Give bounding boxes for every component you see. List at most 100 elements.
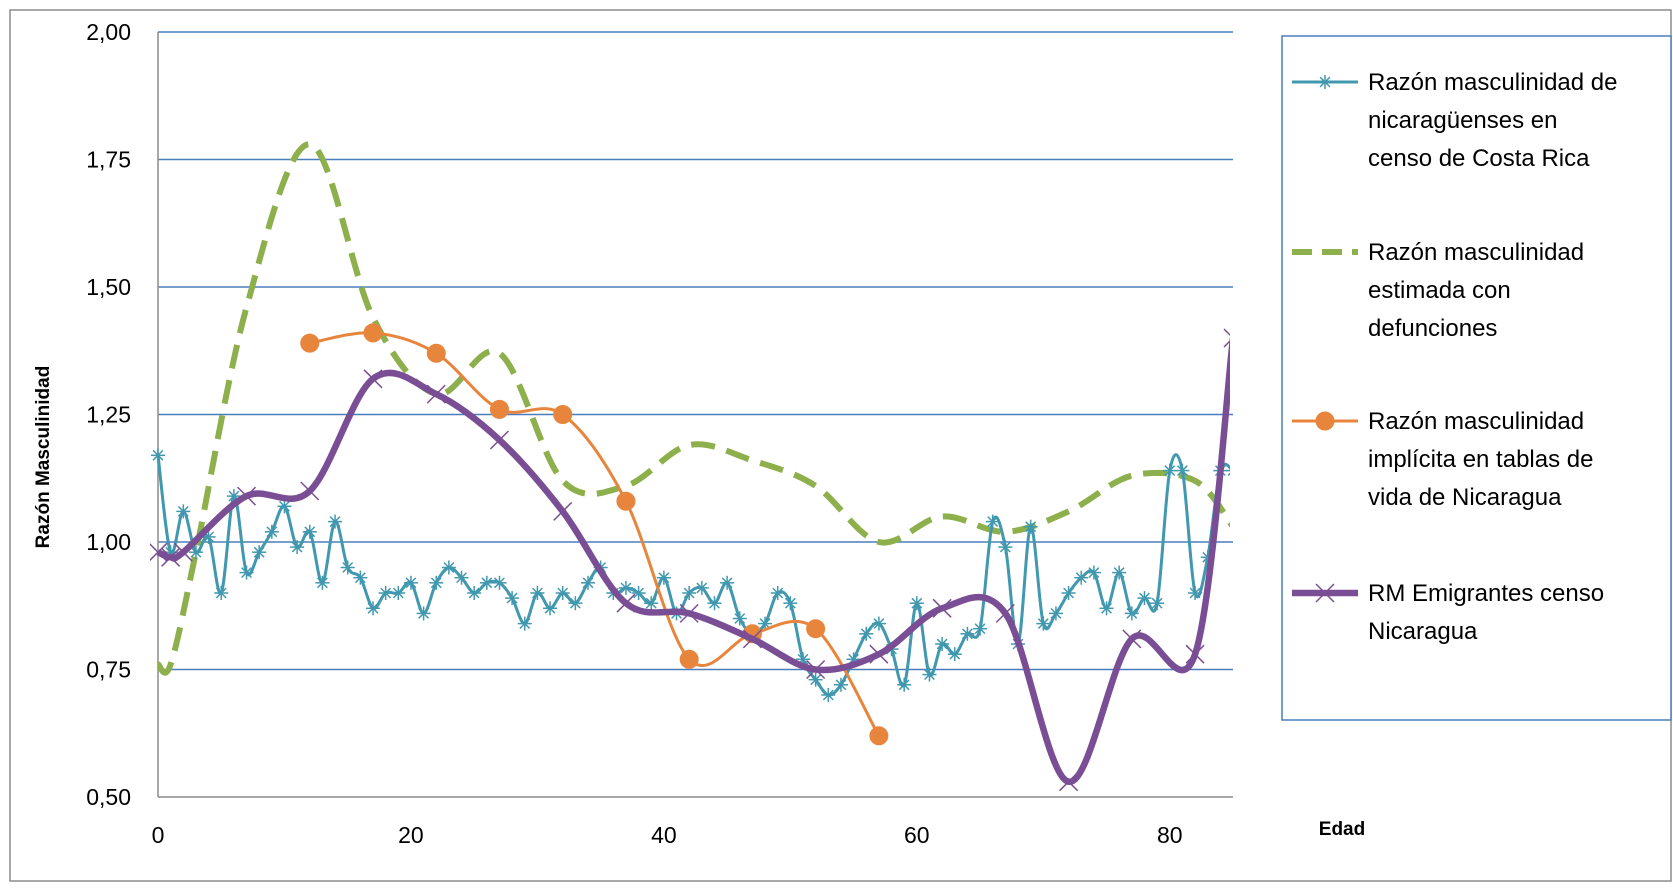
- data-point: [679, 649, 699, 669]
- y-tick-label: 1,75: [86, 147, 131, 173]
- data-point: [1112, 565, 1127, 580]
- data-point: [517, 616, 532, 631]
- data-point: [429, 575, 444, 590]
- data-point: [897, 677, 912, 692]
- data-point: [1137, 591, 1152, 606]
- data-point: [300, 333, 320, 353]
- data-point: [315, 575, 330, 590]
- data-point: [806, 619, 826, 639]
- data-point: [467, 586, 482, 600]
- y-tick-label: 1,50: [86, 274, 131, 300]
- data-point: [543, 601, 558, 616]
- axes: 0,50 0,75 1,00 1,25 1,50 1,75 2,00 0 20 40 60 80: [86, 19, 1233, 848]
- data-point: [1048, 606, 1063, 621]
- data-point: [363, 369, 383, 389]
- data-point: [947, 647, 962, 662]
- data-point: [1188, 586, 1203, 600]
- data-point: [454, 570, 469, 585]
- data-point: [353, 570, 368, 585]
- data-point: [378, 586, 393, 600]
- data-point: [783, 596, 798, 611]
- data-point: [188, 545, 203, 560]
- data-point: [236, 486, 257, 506]
- data-point: [644, 596, 659, 611]
- legend-box: [1281, 35, 1672, 721]
- data-point: [742, 629, 762, 649]
- data-point: [960, 626, 975, 641]
- y-tick-label: 0,50: [86, 784, 131, 810]
- x-tick-label: 80: [1157, 822, 1183, 848]
- data-point: [720, 575, 735, 590]
- series-2: [155, 141, 1230, 676]
- data-point: [555, 586, 570, 600]
- data-point: [922, 667, 937, 682]
- data-point: [732, 611, 747, 626]
- data-point: [770, 586, 785, 600]
- data-point: [214, 586, 229, 600]
- data-point: [935, 637, 950, 651]
- data-point: [871, 616, 886, 631]
- data-point: [568, 596, 583, 611]
- data-point: [489, 399, 509, 419]
- data-point: [631, 586, 646, 600]
- series-line: [309, 331, 881, 737]
- data-point: [391, 586, 406, 600]
- data-point: [808, 672, 823, 687]
- data-point: [553, 405, 573, 424]
- data-point: [1074, 570, 1089, 585]
- data-point: [300, 481, 320, 501]
- data-point: [1315, 583, 1335, 603]
- data-point: [995, 603, 1015, 623]
- data-point: [985, 514, 1000, 529]
- data-point: [161, 547, 181, 567]
- data-point: [366, 601, 380, 616]
- data-point: [264, 524, 279, 539]
- data-point: [173, 542, 193, 562]
- data-point: [1162, 463, 1177, 478]
- x-axis-title: Edad: [1319, 819, 1365, 840]
- legend-label: Razón masculinidad de nicaragüenses en cen…: [1368, 69, 1617, 172]
- data-point: [530, 586, 545, 600]
- data-point: [426, 384, 446, 404]
- y-tick-label: 1,00: [86, 529, 131, 555]
- gridlines: [158, 31, 1233, 671]
- data-point: [616, 491, 636, 511]
- series-1: [151, 448, 1230, 702]
- data-point: [932, 598, 952, 618]
- legend-entry-1: Razón masculinidad de nicaragüenses en cen…: [1292, 69, 1617, 172]
- data-point: [1223, 328, 1230, 348]
- data-point: [1023, 519, 1038, 534]
- x-tick-label: 60: [904, 822, 930, 848]
- data-point: [239, 565, 254, 580]
- data-point: [1226, 465, 1230, 477]
- data-point: [869, 726, 889, 746]
- data-point: [505, 591, 520, 606]
- x-tick-label: 0: [152, 822, 165, 848]
- data-point: [656, 570, 671, 585]
- data-point: [328, 514, 343, 529]
- data-point: [252, 545, 267, 560]
- data-point: [416, 606, 431, 621]
- data-point: [806, 659, 826, 680]
- data-point: [363, 323, 383, 343]
- data-point: [441, 560, 456, 575]
- data-point: [1150, 596, 1165, 611]
- data-point: [679, 603, 699, 623]
- data-point: [1124, 606, 1139, 621]
- data-point: [859, 626, 874, 641]
- data-point: [909, 596, 924, 611]
- series-4: [150, 328, 1230, 792]
- data-point: [616, 593, 636, 613]
- data-point: [1036, 616, 1051, 631]
- series-line: [155, 141, 1230, 676]
- x-tick-label: 20: [398, 822, 424, 848]
- legend-entry-2: Razón masculinidad estimada con defuncione…: [1292, 239, 1584, 342]
- y-axis-title: Razón Masculinidad: [33, 366, 54, 549]
- data-point: [581, 575, 595, 590]
- x-tick-label: 40: [651, 822, 677, 848]
- data-point: [821, 688, 836, 702]
- data-point: [1122, 629, 1142, 649]
- legend-label: Razón masculinidad implícita en tablas de…: [1368, 408, 1593, 511]
- data-point: [553, 501, 573, 521]
